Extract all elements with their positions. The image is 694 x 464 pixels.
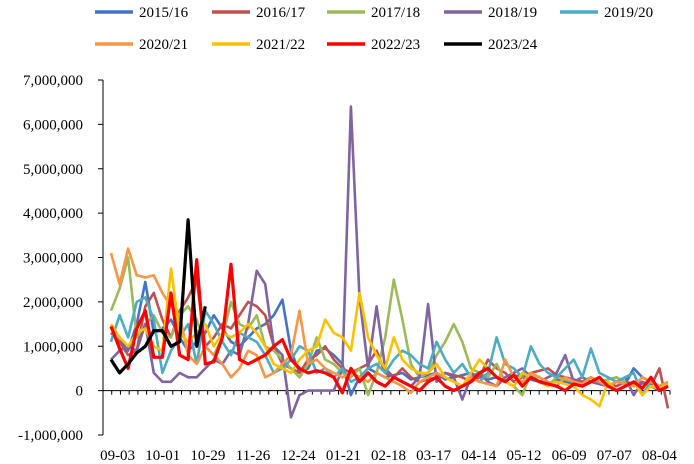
y-tick-label: 7,000,000	[23, 73, 83, 89]
legend-item-2022-23: 2022/23	[327, 37, 420, 53]
series-layer	[109, 105, 670, 419]
legend-item-2023-24: 2023/24	[444, 37, 538, 53]
x-tick-label: 10-01	[145, 448, 180, 464]
series-line-2023-24	[109, 218, 207, 375]
legend-label: 2015/16	[139, 5, 189, 21]
y-tick-label: 2,000,000	[23, 295, 83, 311]
x-tick-label: 03-17	[416, 448, 451, 464]
x-tick-label: 07-07	[597, 448, 632, 464]
y-axis: -1,000,000 0 1,000,000 2,000,000 3,000,000 4,…	[18, 73, 104, 444]
x-tick-label: 12-24	[281, 448, 316, 464]
series-line-2022-23	[109, 258, 669, 395]
legend-label: 2019/20	[604, 5, 653, 21]
x-tick-label: 09-03	[100, 448, 135, 464]
legend-label: 2022/23	[371, 37, 420, 53]
y-tick-label: 3,000,000	[23, 251, 83, 267]
legend-item-2019-20: 2019/20	[560, 5, 653, 21]
x-tick-label: 05-12	[506, 448, 541, 464]
legend-item-2020-21: 2020/21	[95, 37, 188, 53]
x-tick-label: 01-21	[326, 448, 361, 464]
legend-label: 2017/18	[371, 5, 420, 21]
legend: 2015/16 2016/17 2017/18 2018/19 2019/20 2020/…	[95, 5, 653, 53]
x-tick-label: 02-18	[371, 448, 406, 464]
y-tick-label: -1,000,000	[18, 428, 83, 444]
y-tick-label: 1,000,000	[23, 339, 83, 355]
x-tick-label: 04-14	[461, 448, 496, 464]
legend-item-2021-22: 2021/22	[212, 37, 305, 53]
legend-item-2016-17: 2016/17	[212, 5, 306, 21]
legend-item-2018-19: 2018/19	[444, 5, 537, 21]
legend-label: 2016/17	[256, 5, 306, 21]
series-line-2021-22	[109, 267, 669, 408]
x-tick-label: 10-29	[190, 448, 225, 464]
legend-item-2015-16: 2015/16	[95, 5, 189, 21]
y-tick-label: 6,000,000	[23, 117, 83, 133]
x-tick-label: 08-04	[642, 448, 677, 464]
y-tick-label: 0	[76, 384, 84, 400]
x-axis: 09-03 10-01 10-29 11-26 12-24 01-21 02-18 03-17…	[100, 390, 677, 464]
legend-label: 2021/22	[256, 37, 305, 53]
legend-label: 2020/21	[139, 37, 188, 53]
y-tick-label: 5,000,000	[23, 162, 83, 178]
legend-label: 2023/24	[488, 37, 538, 53]
y-tick-label: 4,000,000	[23, 206, 83, 222]
legend-label: 2018/19	[488, 5, 537, 21]
x-tick-label: 11-26	[236, 448, 271, 464]
legend-item-2017-18: 2017/18	[327, 5, 420, 21]
x-tick-label: 06-09	[552, 448, 587, 464]
